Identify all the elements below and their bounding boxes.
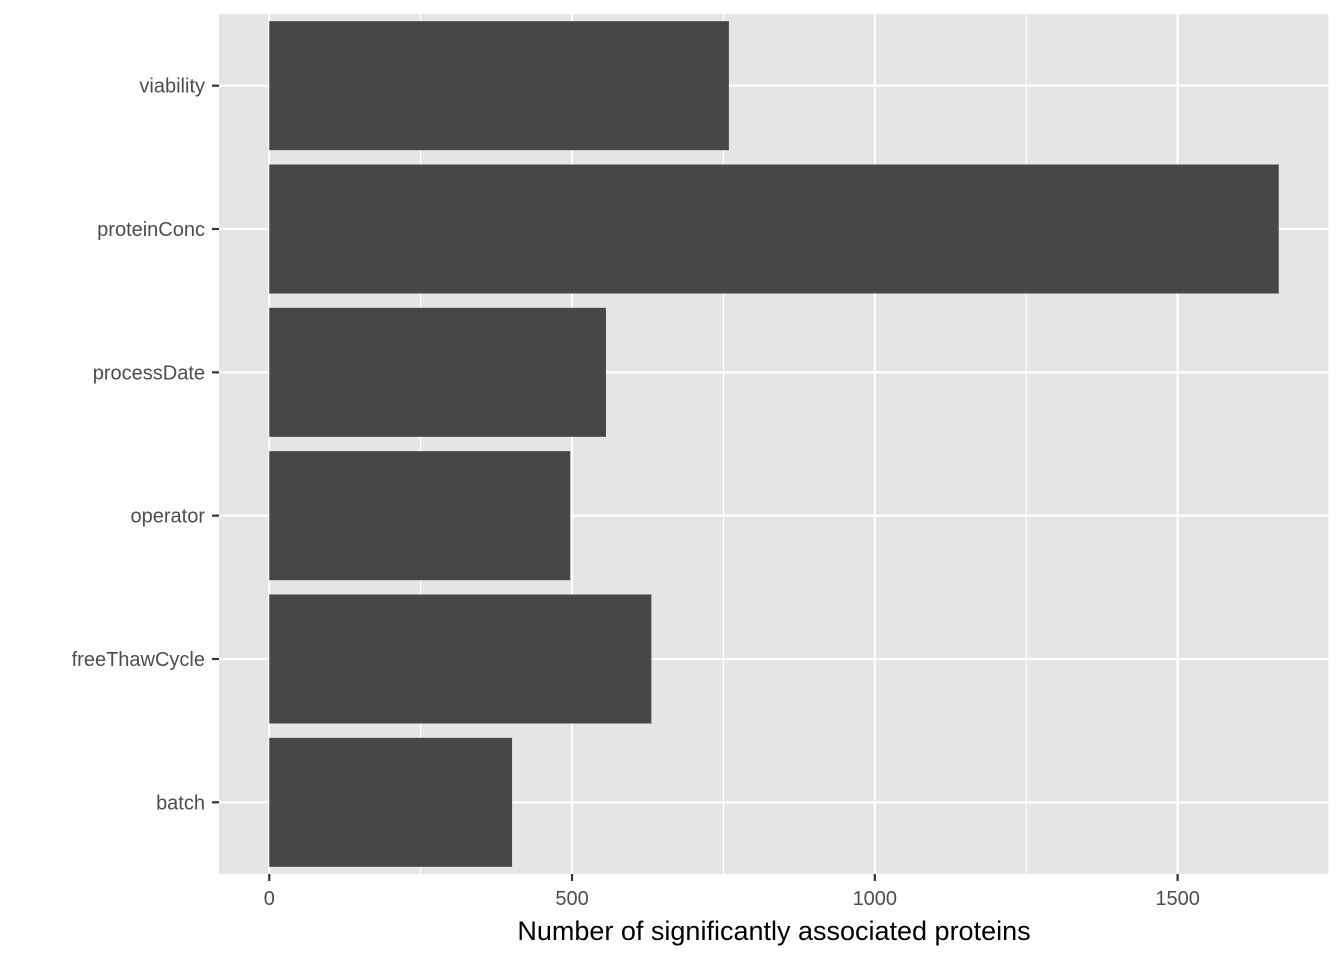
- y-tick-label: proteinConc: [97, 219, 205, 241]
- x-tick-label: 0: [264, 888, 275, 910]
- bar-processDate: [269, 307, 606, 437]
- plot-panel: [219, 14, 1329, 874]
- y-tick-label: viability: [139, 76, 205, 98]
- y-tick-label: processDate: [93, 362, 205, 384]
- x-tick-label: 1000: [853, 888, 898, 910]
- bar-freeThawCycle: [269, 594, 652, 724]
- minor-gridlines: [420, 14, 1330, 874]
- x-axis: 0 500 1000 1500: [264, 874, 1200, 910]
- bar-batch: [269, 737, 513, 867]
- y-tick-label: operator: [131, 506, 206, 528]
- y-tick-label: batch: [156, 792, 205, 814]
- bar-operator: [269, 451, 571, 581]
- y-tick-label: freeThawCycle: [72, 649, 205, 671]
- x-tick-label: 500: [555, 888, 588, 910]
- y-axis: batch freeThawCycle operator processDate pro…: [72, 76, 219, 814]
- bar-proteinConc: [269, 164, 1279, 294]
- x-axis-title: Number of significantly associated prote…: [517, 916, 1030, 946]
- bars: [269, 21, 1279, 867]
- x-tick-label: 1500: [1155, 888, 1200, 910]
- bar-viability: [269, 21, 729, 151]
